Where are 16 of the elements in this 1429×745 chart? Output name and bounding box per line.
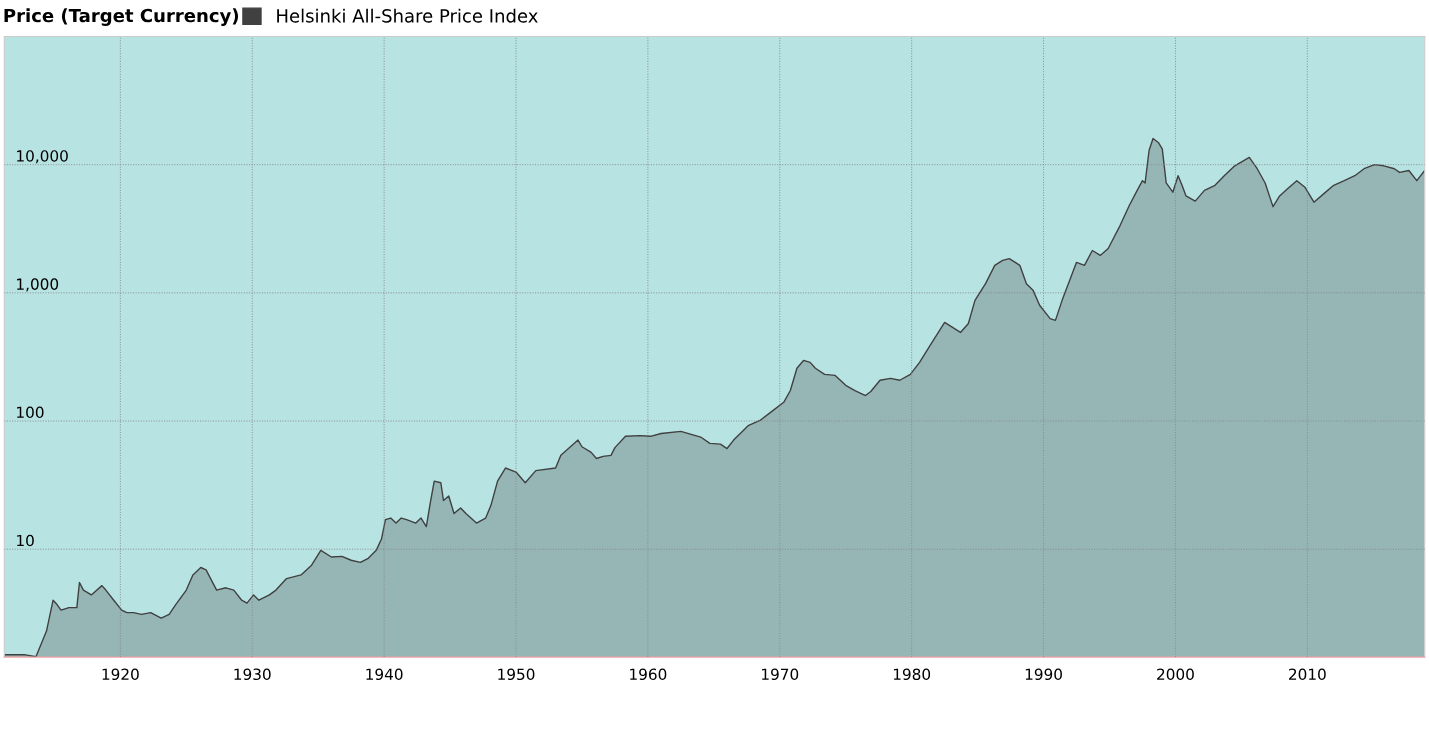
x-tick-label: 1940	[366, 668, 403, 681]
x-tick-label: 1970	[762, 668, 799, 681]
x-tick-label: 2000	[1157, 668, 1194, 681]
y-tick-label: 100	[17, 406, 44, 419]
y-tick-label: 10,000	[17, 150, 68, 164]
x-tick-label: 2010	[1289, 668, 1326, 681]
chart-title: Price (Target Currency)	[4, 8, 239, 26]
x-tick-label: 1950	[498, 668, 535, 681]
y-tick-label: 1,000	[17, 278, 59, 292]
legend-label: Helsinki All-Share Price Index	[277, 8, 538, 23]
y-tick-label: 10	[17, 534, 34, 547]
x-tick-label: 1960	[630, 668, 667, 681]
x-tick-label: 1990	[1025, 668, 1062, 681]
x-tick-label: 1930	[234, 668, 271, 681]
x-tick-label: 1920	[102, 668, 139, 681]
x-tick-label: 1980	[893, 668, 931, 681]
